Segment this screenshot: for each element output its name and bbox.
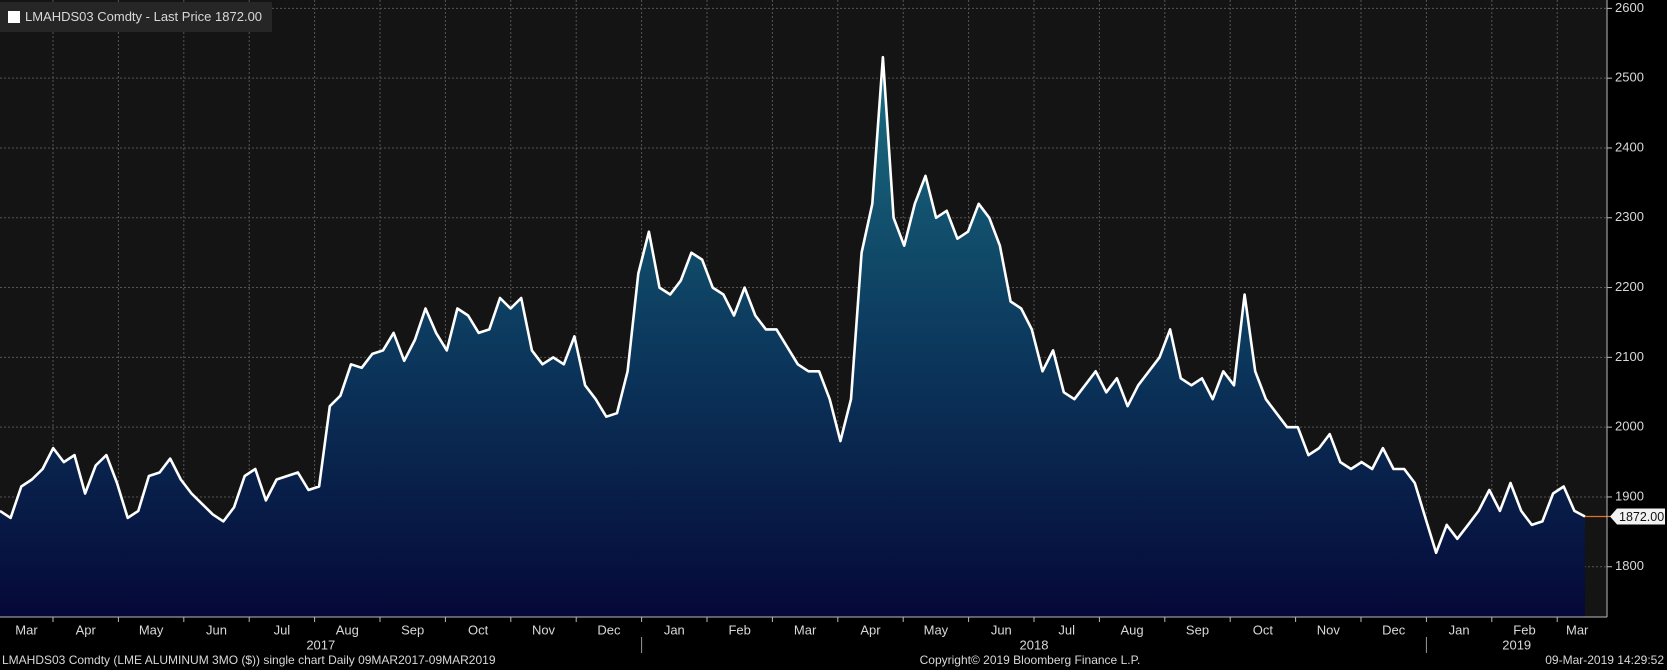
year-label: 2018 (1020, 637, 1049, 652)
year-label: 2017 (306, 637, 335, 652)
y-tick-label: 1900 (1615, 488, 1644, 503)
x-tick-label: Mar (1566, 622, 1589, 637)
x-tick-label: Oct (1253, 622, 1274, 637)
x-tick-label: Aug (1121, 622, 1144, 637)
y-tick-label: 2600 (1615, 0, 1644, 15)
x-tick-label: Nov (1317, 622, 1341, 637)
footer-right: 09-Mar-2019 14:29:52 (1545, 653, 1664, 667)
legend-name: LMAHDS03 Comdty - Last Price (25, 9, 211, 24)
area (0, 57, 1585, 617)
x-tick-label: Jan (1449, 622, 1470, 637)
x-tick-label: Oct (468, 622, 489, 637)
y-tick-label: 2500 (1615, 70, 1644, 85)
x-tick-label: Jun (206, 622, 227, 637)
y-tick-label: 2100 (1615, 349, 1644, 364)
x-tick-label: Jul (1058, 622, 1075, 637)
x-tick-label: Feb (728, 622, 750, 637)
x-tick-label: Sep (1186, 622, 1209, 637)
footer-left: LMAHDS03 Comdty (LME ALUMINUM 3MO ($)) s… (2, 653, 496, 667)
legend-last: 1872.00 (215, 9, 262, 24)
line (0, 55, 1586, 555)
x-tick-label: Mar (15, 622, 38, 637)
x-tick-label: Jul (274, 622, 291, 637)
y-tick-label: 2300 (1615, 209, 1644, 224)
year-label: 2019 (1502, 637, 1531, 652)
legend-text: LMAHDS03 Comdty - Last Price 1872.00 (25, 9, 262, 24)
footer-center: Copyright© 2019 Bloomberg Finance L.P. (920, 653, 1141, 667)
y-tick-label: 2000 (1615, 419, 1644, 434)
x-tick-label: Mar (794, 622, 817, 637)
y-tick-label: 2400 (1615, 139, 1644, 154)
x-tick-label: May (924, 622, 949, 637)
x-tick-label: Dec (597, 622, 621, 637)
y-tick-label: 1800 (1615, 558, 1644, 573)
x-tick-label: Sep (401, 622, 424, 637)
x-tick-label: Feb (1513, 622, 1535, 637)
axes: 1800 1900 2000 2100 2200 2300 2400 2500 2600 Mar A… (15, 0, 1665, 653)
x-tick-label: Apr (860, 622, 881, 637)
x-tick-label: Nov (532, 622, 556, 637)
legend-box (0, 2, 272, 32)
x-tick-label: Jun (991, 622, 1012, 637)
x-tick-label: May (139, 622, 164, 637)
x-tick-label: Apr (76, 622, 97, 637)
last-price-label: 1872.00 (1619, 510, 1664, 524)
x-tick-label: Aug (336, 622, 359, 637)
x-tick-label: Jan (664, 622, 685, 637)
x-tick-label: Dec (1382, 622, 1406, 637)
last-price-box (1610, 508, 1665, 525)
legend: LMAHDS03 Comdty - Last Price 1872.00 (0, 2, 272, 32)
legend-swatch (8, 11, 20, 23)
y-tick-label: 2200 (1615, 279, 1644, 294)
